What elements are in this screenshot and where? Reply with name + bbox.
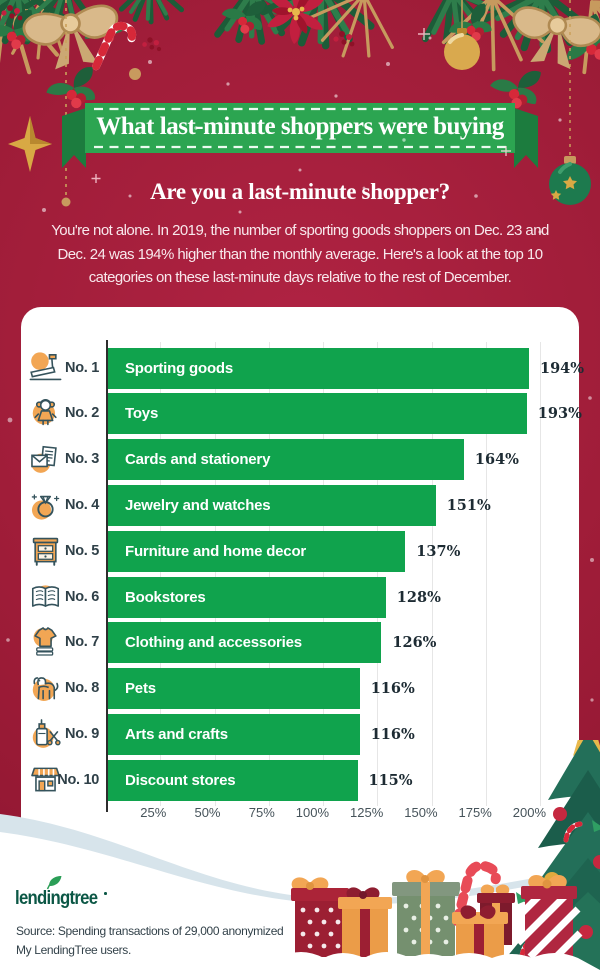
chart-row: No. 10 Discount stores 115%	[21, 759, 579, 801]
bar: Clothing and accessories	[108, 622, 382, 664]
chart-gridline	[323, 342, 324, 806]
bar: Bookstores	[108, 576, 386, 618]
rank-label: No. 10	[57, 771, 99, 788]
x-axis-tick-label: 175%	[458, 805, 492, 820]
value-label: 116%	[370, 680, 415, 698]
rank-label: No. 5	[65, 542, 99, 559]
doll-icon	[32, 399, 57, 426]
rank-label: No. 9	[65, 725, 99, 742]
source-line: Source: Spending transactions of 29,000 …	[16, 924, 284, 938]
x-axis-tick-label: 200%	[512, 805, 546, 820]
value-label: 151%	[446, 496, 491, 514]
category-label: Arts and crafts	[125, 725, 228, 743]
intro-line: Dec. 24 was 194% higher than the monthly…	[57, 245, 543, 263]
bar: Toys	[108, 393, 527, 435]
source-line: My LendingTree users.	[16, 943, 131, 957]
dog-icon	[32, 677, 59, 702]
furniture-icon	[32, 537, 59, 566]
chart-row: No. 5 Furniture and home decor 137%	[21, 530, 579, 572]
chart-row: No. 4 Jewelry and watches 151%	[21, 484, 579, 526]
value-label: 126%	[392, 634, 437, 652]
ring-icon	[31, 494, 60, 520]
lendingtree-logo-text: lendingtree	[15, 888, 98, 909]
category-label: Bookstores	[125, 588, 206, 606]
value-label: 193%	[537, 405, 582, 423]
lendingtree-logo: lendingtree	[15, 876, 109, 910]
category-label: Jewelry and watches	[125, 496, 271, 514]
value-label: 137%	[416, 542, 461, 560]
chart-row: No. 2 Toys 193%	[21, 393, 582, 435]
chart-row: No. 1 Sporting goods 194%	[21, 347, 584, 389]
chart-gridline	[431, 342, 433, 806]
x-axis-tick-label: 150%	[404, 805, 438, 820]
value-label: 128%	[396, 588, 441, 606]
rank-label: No. 8	[65, 680, 99, 697]
treadmill-icon	[29, 351, 62, 380]
chart-gridline	[485, 342, 487, 806]
value-label: 115%	[368, 771, 413, 789]
chart-gridline	[268, 342, 270, 806]
bar: Cards and stationery	[108, 439, 464, 481]
cards-icon	[31, 445, 57, 473]
bar: Discount stores	[108, 759, 358, 801]
x-axis-tick-label: 125%	[350, 805, 384, 820]
value-label: 164%	[474, 451, 519, 469]
chart-gridline	[540, 342, 541, 806]
source-note: Source: Spending transactions of 29,000 …	[16, 922, 284, 960]
x-axis-tick-label: 25%	[140, 805, 167, 820]
category-label: Pets	[125, 680, 156, 698]
store-icon	[31, 767, 60, 792]
category-label: Furniture and home decor	[125, 542, 307, 560]
rank-label: No. 1	[65, 359, 99, 376]
bar: Arts and crafts	[108, 713, 360, 755]
rank-label: No. 3	[65, 451, 99, 468]
rank-label: No. 2	[65, 405, 99, 422]
intro-line: categories on these last-minute days rel…	[88, 269, 512, 286]
chart-row: No. 3 Cards and stationery 164%	[21, 439, 579, 481]
trademark-dot	[104, 892, 107, 895]
chart-gridline	[214, 342, 216, 806]
x-axis-tick-label: 75%	[248, 805, 275, 820]
chart-gridline	[377, 342, 379, 806]
chart-card: 25% 50% 75% 100% 125% 150% 175% 200% No. 1 Spor…	[21, 307, 584, 932]
banner-title: What last-minute shoppers were buying	[96, 113, 504, 140]
chart-row: No. 8 Pets 116%	[21, 668, 579, 710]
top-garland-decoration	[0, 0, 600, 234]
rank-label: No. 7	[65, 634, 99, 651]
value-label: 194%	[540, 359, 585, 377]
bar: Furniture and home decor	[108, 530, 406, 572]
section-heading: Are you a last-minute shopper?	[150, 179, 450, 204]
chart-y-axis	[106, 340, 108, 812]
bar: Pets	[108, 668, 360, 710]
rank-label: No. 6	[65, 588, 99, 605]
chart: 25% 50% 75% 100% 125% 150% 175% 200% No. 1 Spor…	[21, 307, 584, 860]
chart-row: No. 9 Arts and crafts 116%	[21, 713, 579, 755]
x-axis-tick-label: 100%	[295, 805, 329, 820]
gift-boxes-illustration	[280, 860, 600, 970]
chart-gridline	[160, 342, 162, 806]
category-label: Toys	[125, 405, 159, 423]
x-axis-tick-label: 50%	[194, 805, 221, 820]
category-label: Clothing and accessories	[125, 634, 302, 652]
value-label: 116%	[370, 725, 415, 743]
crafts-icon	[32, 719, 61, 748]
intro-paragraph: You're not alone. In 2019, the number of…	[0, 219, 600, 290]
bar: Jewelry and watches	[108, 484, 436, 526]
category-label: Discount stores	[125, 771, 236, 789]
tshirt-icon	[33, 627, 57, 656]
chart-row: No. 7 Clothing and accessories 126%	[21, 622, 579, 664]
lendingtree-leaf-icon	[46, 876, 62, 890]
rank-label: No. 4	[65, 496, 99, 513]
category-label: Sporting goods	[125, 359, 234, 377]
bottom-snow-decoration	[0, 740, 600, 970]
book-icon	[31, 584, 60, 607]
chart-row: No. 6 Bookstores 128%	[21, 576, 579, 618]
bar: Sporting goods	[108, 347, 529, 389]
intro-line: You're not alone. In 2019, the number of…	[51, 222, 549, 239]
category-label: Cards and stationery	[125, 451, 271, 469]
